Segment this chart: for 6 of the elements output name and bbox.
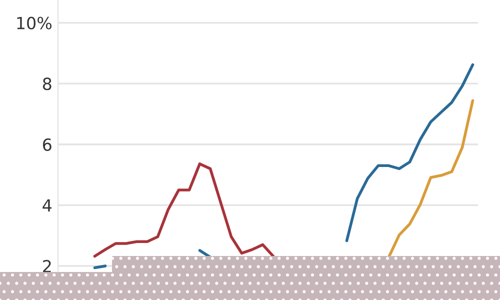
line-series [93, 162, 275, 258]
y-tick-label: 4 [42, 199, 52, 212]
y-tick-label: 10% [17, 16, 52, 30]
line-series [387, 99, 474, 259]
y-tick-label: 6 [43, 138, 52, 151]
y-tick-label: 8 [42, 78, 52, 90]
